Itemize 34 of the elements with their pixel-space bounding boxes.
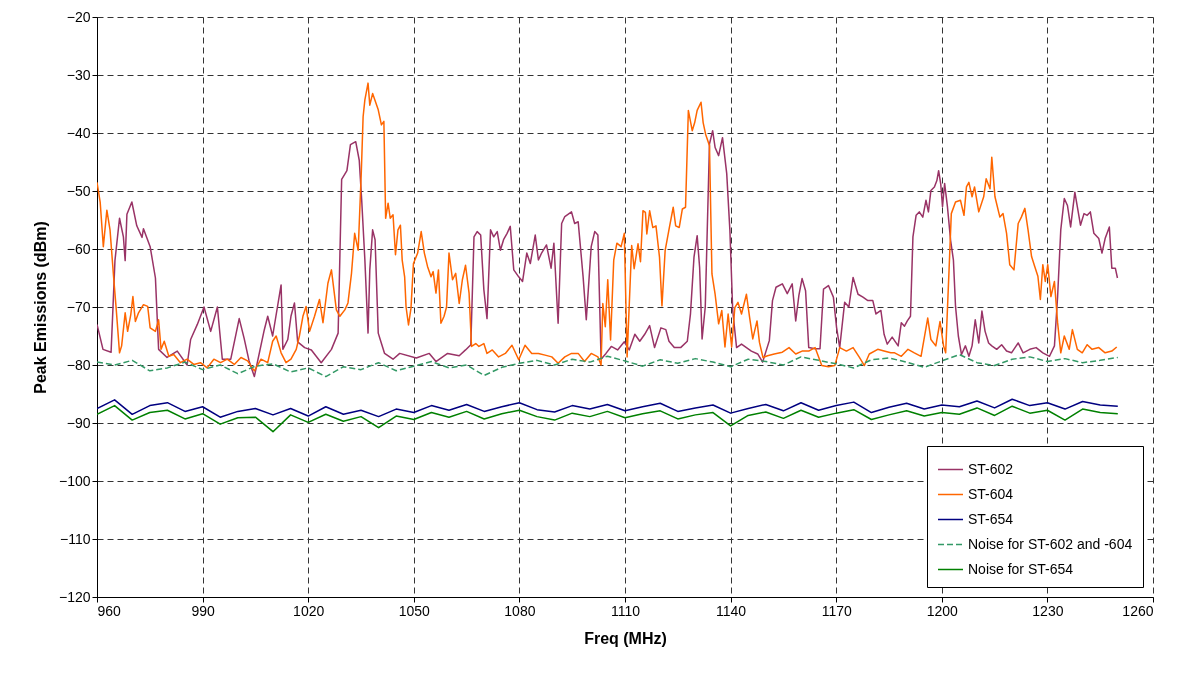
x-tick-label: 1020	[293, 602, 325, 619]
x-tick-label: 1230	[1032, 602, 1064, 619]
y-tick-label: −90	[66, 414, 91, 431]
y-tick-label: −20	[66, 8, 91, 25]
y-axis-title: Peak Emissions (dBm)	[31, 221, 49, 394]
y-tick-label: −70	[66, 298, 91, 315]
y-tick-label: −100	[58, 472, 91, 489]
x-tick-label: 1110	[610, 602, 641, 619]
legend-label: ST-604	[968, 485, 1014, 502]
y-tick-label: −50	[66, 182, 91, 199]
legend-label: ST-602	[968, 460, 1014, 477]
x-axis-title: Freq (MHz)	[584, 629, 667, 647]
x-tick-label: 1080	[504, 602, 536, 619]
x-tick-label: 1200	[926, 602, 959, 619]
y-tick-label: −110	[60, 530, 91, 547]
x-tick-label: 1140	[716, 602, 747, 619]
x-tick-label: 1260	[1122, 602, 1154, 619]
line-series	[97, 353, 1119, 378]
y-tick-label: −40	[66, 124, 91, 141]
line-series	[97, 398, 1119, 418]
y-tick-label: −120	[58, 588, 91, 605]
y-tick-label: −60	[66, 240, 91, 257]
x-tick-label: 990	[191, 602, 215, 619]
line-series	[97, 129, 1119, 378]
legend-label: Noise for ST-602 and -604	[968, 535, 1133, 552]
x-tick-label: 1050	[398, 602, 431, 619]
x-tick-label: 960	[97, 602, 122, 619]
legend-label: Noise for ST-654	[968, 560, 1074, 577]
y-tick-label: −80	[66, 356, 91, 373]
legend-label: ST-654	[968, 510, 1014, 527]
line-series	[97, 404, 1119, 433]
line-series	[97, 82, 1118, 372]
y-tick-label: −30	[66, 66, 91, 83]
x-tick-label: 1170	[821, 602, 852, 619]
